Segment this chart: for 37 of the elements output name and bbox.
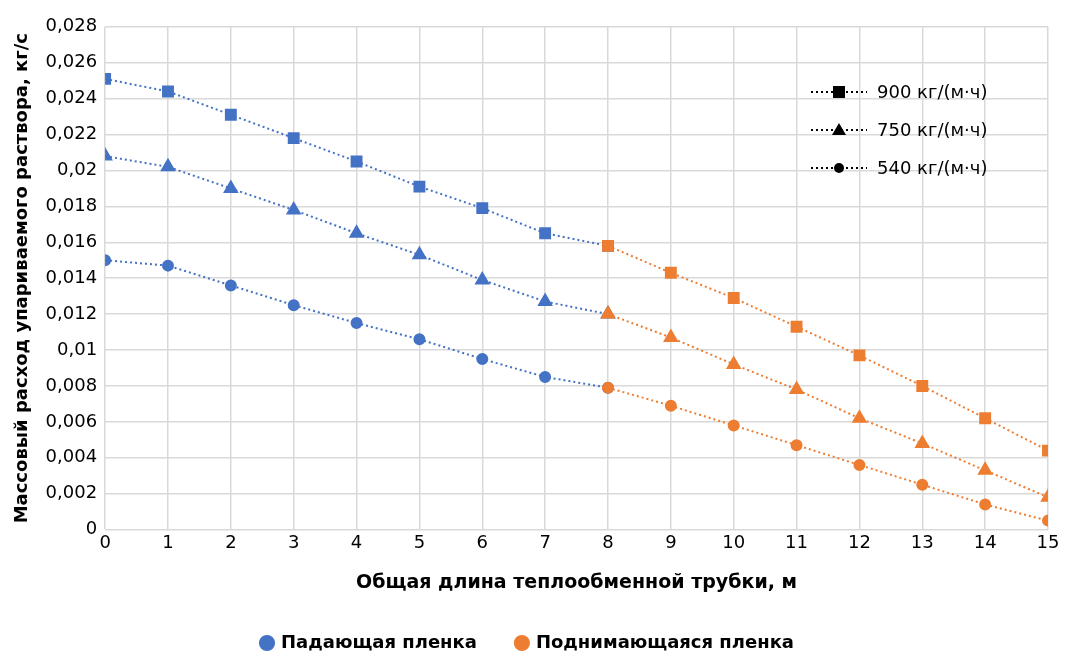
legend-label: Поднимающаяся пленка <box>535 630 794 652</box>
y-tick-label: 0 <box>85 517 98 539</box>
x-tick-label: 13 <box>910 531 934 553</box>
x-tick-label: 12 <box>847 531 871 553</box>
x-axis-title: Общая длина теплообменной трубки, м <box>356 569 798 592</box>
y-tick-label: 0,024 <box>45 86 98 108</box>
x-tick-label: 6 <box>476 531 488 553</box>
x-tick-label: 1 <box>162 531 174 553</box>
y-tick-label: 0,006 <box>45 409 98 431</box>
y-tick-label: 0,002 <box>45 481 98 503</box>
y-tick-label: 0,014 <box>45 265 98 287</box>
y-tick-label: 0,022 <box>45 122 98 144</box>
x-tick-label: 9 <box>665 531 677 553</box>
annotation: 540 кг/(м·ч) <box>877 157 988 179</box>
y-tick-label: 0,01 <box>57 337 98 359</box>
x-tick-label: 3 <box>287 531 300 553</box>
x-tick-label: 11 <box>785 531 809 553</box>
x-tick-label: 10 <box>722 531 746 553</box>
x-tick-label: 2 <box>225 531 237 553</box>
y-axis-title: Массовый расход упариваемого раствора, кг/с <box>10 33 32 524</box>
y-tick-label: 0,028 <box>45 14 98 36</box>
x-tick-label: 14 <box>973 531 997 553</box>
y-tick-label: 0,012 <box>45 301 98 323</box>
y-tick-label: 0,018 <box>45 194 98 216</box>
x-tick-label: 5 <box>413 531 426 553</box>
x-tick-label: 7 <box>539 531 551 553</box>
x-tick-label: 15 <box>1036 531 1060 553</box>
annotation: 750 кг/(м·ч) <box>877 119 988 141</box>
y-tick-label: 0,02 <box>57 158 98 180</box>
y-tick-label: 0,008 <box>45 373 98 395</box>
y-tick-label: 0,016 <box>45 229 98 251</box>
y-tick-label: 0,004 <box>45 445 98 467</box>
annotation: 900 кг/(м·ч) <box>877 81 988 103</box>
y-tick-label: 0,026 <box>45 50 98 72</box>
x-tick-label: 8 <box>602 531 614 553</box>
x-tick-label: 4 <box>350 531 363 553</box>
legend-label: Падающая пленка <box>281 630 477 652</box>
